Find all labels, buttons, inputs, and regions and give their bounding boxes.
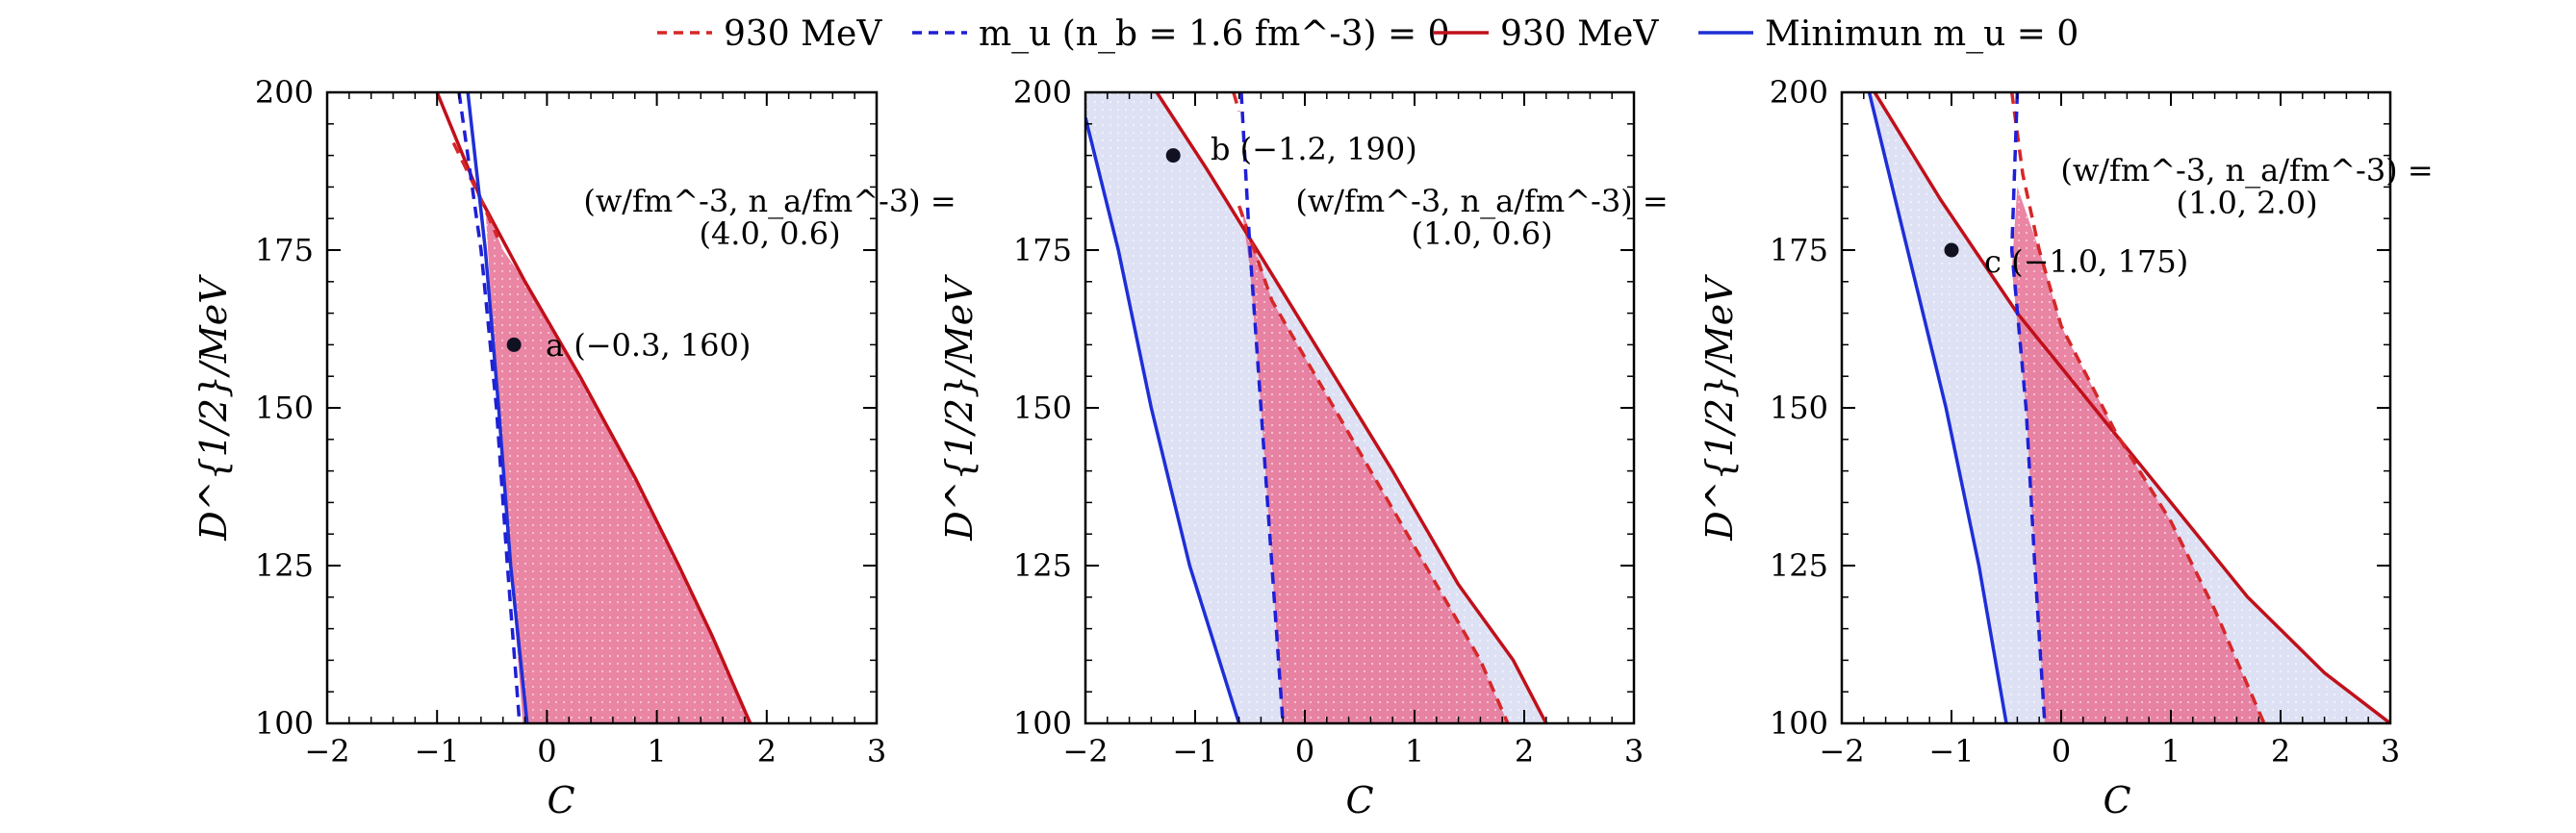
data-point [1165,148,1181,164]
point-label: b (−1.2, 190) [1211,131,1417,167]
y-tick-label: 175 [1013,232,1072,268]
y-tick-label: 100 [1013,705,1072,742]
y-tick-label: 175 [1770,232,1828,268]
data-point [1944,242,1959,258]
x-tick-label: 0 [2052,733,2071,770]
blue-region-texture [1869,92,2390,723]
x-tick-label: 2 [1515,733,1534,770]
point-label: c (−1.0, 175) [1984,243,2188,280]
series-red-solid [1873,92,2390,723]
x-tick-label: 2 [2271,733,2290,770]
y-tick-label: 150 [1770,390,1828,426]
x-tick-label: 1 [647,733,666,770]
series-red-dashed-lower [1237,205,1510,723]
y-tick-label: 100 [255,705,314,742]
y-tick-label: 100 [1770,705,1828,742]
x-tick-label: 1 [2161,733,2181,770]
annotation-line1: (w/fm^-3, n_a/fm^-3) = [2060,152,2433,189]
red-region-texture [2011,187,2264,723]
x-tick-label: 3 [867,733,886,770]
y-tick-label: 200 [255,74,314,111]
y-axis-label: D^{1/2}/MeV [1698,274,1741,542]
x-tick-label: 3 [1624,733,1644,770]
y-tick-label: 125 [1013,547,1072,584]
annotation-line1: (w/fm^-3, n_a/fm^-3) = [583,183,956,219]
series-blue-solid [1867,92,2008,723]
annotation-line1: (w/fm^-3, n_a/fm^-3) = [1295,183,1668,219]
legend-label-blue-solid: Minimun m_u = 0 [1765,14,2079,54]
point-label: a (−0.3, 160) [546,327,751,364]
legend-label-red-dashed: 930 MeV [724,14,882,54]
plot-content [1085,92,1548,723]
series-blue-solid [1085,116,1241,723]
y-tick-label: 200 [1770,74,1828,111]
panel-right: −2 −1 0 1 2 3 100 125 150 175 200 (w/fm^-3, n_a/fm… [1698,74,2434,821]
series-blue-dashed [1239,92,1285,723]
y-tick-label: 150 [1013,390,1072,426]
y-tick-label: 175 [255,232,314,268]
x-tick-label: −1 [1172,733,1217,770]
red-region-texture [1240,206,1508,723]
x-tick-label: 0 [1295,733,1314,770]
red-region-texture [485,206,751,723]
annotation-line2: (4.0, 0.6) [699,215,840,252]
x-axis-label: C [547,779,574,821]
data-point [506,337,522,352]
y-tick-label: 125 [1770,547,1828,584]
plot-area: −2 −1 0 1 2 3 100 125 150 175 200 [1770,74,2400,770]
panel-left: −2 −1 0 1 2 3 100 125 150 175 200 (w/fm^-3, n_a/fm… [192,74,956,821]
series-blue-dashed [457,92,522,723]
y-tick-label: 150 [255,390,314,426]
x-tick-label: −2 [304,733,349,770]
annotation-line2: (1.0, 2.0) [2176,185,2317,221]
legend-label-blue-dashed: m_u (n_b = 1.6 fm^-3) = 0 [979,14,1449,54]
series-red-dashed [2009,92,2266,723]
series-red-dashed [1232,92,1241,113]
annotation-line2: (1.0, 0.6) [1411,215,1552,252]
x-axis-label: C [2103,779,2130,821]
plot-content [1867,92,2390,723]
y-tick-label: 125 [255,547,314,584]
plot-area: −2 −1 0 1 2 3 100 125 150 175 200 [255,74,886,770]
x-tick-label: −2 [1819,733,1864,770]
panel-middle: −2 −1 0 1 2 3 100 125 150 175 200 (w/fm^-3, n_a/fm… [938,74,1669,821]
x-tick-label: −1 [415,733,460,770]
x-tick-label: −1 [1928,733,1974,770]
series-red-solid [1155,92,1548,723]
x-tick-label: 1 [1405,733,1424,770]
x-axis-label: C [1345,779,1373,821]
plot-area: −2 −1 0 1 2 3 100 125 150 175 200 [1013,74,1644,770]
y-axis-label: D^{1/2}/MeV [938,274,981,542]
legend-label-red-solid: 930 MeV [1500,14,1659,54]
y-tick-label: 200 [1013,74,1072,111]
series-blue-solid [466,92,529,723]
x-tick-label: 3 [2381,733,2400,770]
y-axis-label: D^{1/2}/MeV [192,274,235,542]
x-tick-label: 0 [537,733,556,770]
series-blue-dashed [2009,92,2047,723]
legend: 930 MeV m_u (n_b = 1.6 fm^-3) = 0 930 Me… [657,14,2079,54]
x-tick-label: −2 [1062,733,1108,770]
x-tick-label: 2 [757,733,777,770]
plot-content [435,92,752,723]
